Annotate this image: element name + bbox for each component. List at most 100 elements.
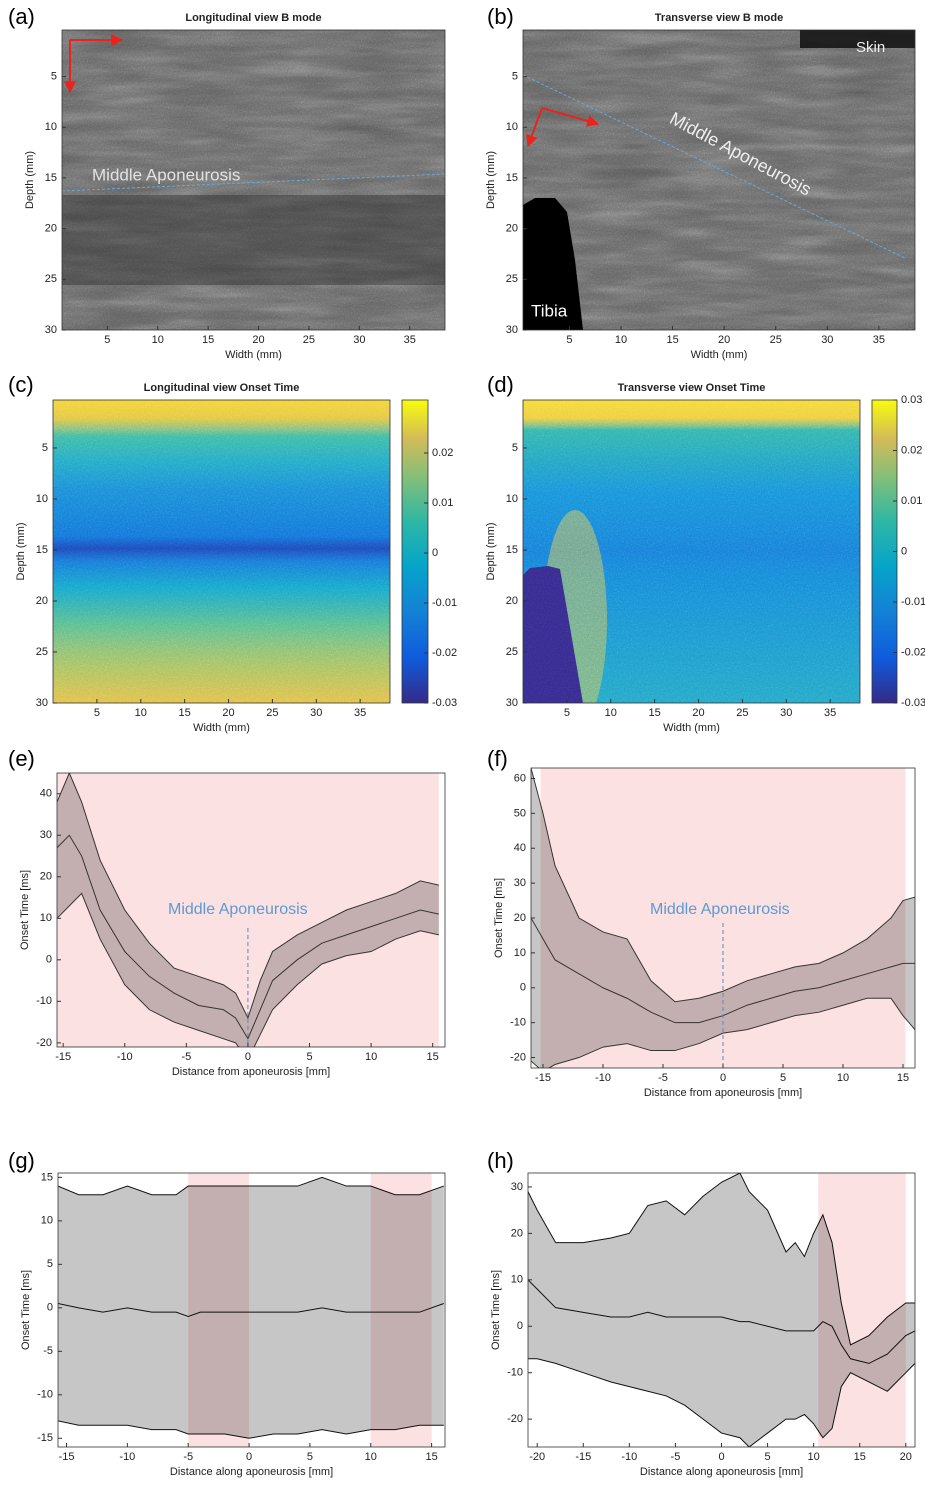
x-tick-label: 0 [720, 1072, 726, 1084]
x-tick-label: -10 [621, 1451, 637, 1463]
annotation: Skin [856, 39, 885, 56]
x-axis-label: Distance from aponeurosis [mm] [172, 1066, 330, 1078]
x-tick-label: -10 [117, 1051, 133, 1063]
x-tick-label: -15 [575, 1451, 591, 1463]
plot-area [62, 30, 445, 330]
y-tick-label: 5 [512, 71, 518, 83]
y-tick-label: 20 [514, 912, 526, 924]
aponeurosis-line [523, 74, 906, 259]
x-tick-label: 20 [252, 334, 264, 346]
y-axis-label: Onset Time [ms] [490, 1270, 502, 1350]
axes-frame [56, 772, 446, 1048]
y-tick-label: 30 [36, 697, 48, 709]
x-tick-label: 15 [649, 707, 661, 719]
x-tick-label: 5 [566, 334, 572, 346]
x-tick-label: 30 [353, 334, 365, 346]
aponeurosis-line [62, 173, 445, 192]
colorbar-tick-label: -0.01 [901, 596, 925, 608]
x-tick-label: 20 [692, 707, 704, 719]
colorbar-tick-label: 0 [901, 545, 907, 557]
x-tick-label: 35 [824, 707, 836, 719]
x-axis-label: Distance along aponeurosis [mm] [170, 1466, 333, 1478]
x-axis-label: Width (mm) [193, 722, 250, 734]
y-tick-label: 50 [514, 807, 526, 819]
y-tick-label: 30 [514, 877, 526, 889]
x-tick-label: 15 [425, 1451, 437, 1463]
x-tick-label: 10 [837, 1072, 849, 1084]
y-tick-label: 20 [511, 1227, 523, 1239]
highlight [188, 1173, 250, 1447]
y-axis-label: Onset Time [ms] [20, 1270, 32, 1350]
x-tick-label: 10 [365, 1451, 377, 1463]
chart-title: Longitudinal view Onset Time [144, 382, 300, 394]
y-tick-label: 10 [45, 121, 57, 133]
y-tick-label: 30 [506, 697, 518, 709]
y-tick-label: -10 [507, 1367, 523, 1379]
chart-title: Longitudinal view B mode [185, 12, 321, 24]
heatmap-speckle [53, 400, 390, 703]
axes-frame [57, 1172, 446, 1448]
annotation: Middle Aponeurosis [168, 901, 308, 918]
y-tick-label: 10 [511, 1274, 523, 1286]
y-tick-label: 25 [36, 646, 48, 658]
x-tick-label: 30 [310, 707, 322, 719]
colorbar-tick-label: 0.03 [901, 394, 922, 406]
x-axis-label: Width (mm) [663, 722, 720, 734]
x-axis-label: Width (mm) [225, 349, 282, 361]
y-axis-label: Onset Time [ms] [493, 878, 505, 958]
y-tick-label: 30 [45, 324, 57, 336]
x-tick-label: 5 [94, 707, 100, 719]
y-tick-label: 40 [514, 842, 526, 854]
panel-label: (e) [8, 746, 35, 771]
panel-label: (d) [487, 372, 514, 397]
y-tick-label: 20 [45, 223, 57, 235]
x-axis-label: Width (mm) [691, 349, 748, 361]
x-tick-label: 35 [404, 334, 416, 346]
colorbar-tick-label: 0.02 [432, 447, 453, 459]
x-tick-label: 30 [821, 334, 833, 346]
y-tick-label: 15 [41, 1171, 53, 1183]
y-tick-label: 20 [506, 595, 518, 607]
tibia [523, 198, 583, 330]
y-tick-label: 15 [36, 544, 48, 556]
band [58, 1177, 444, 1439]
annotation: Middle Aponeurosis [92, 165, 240, 184]
y-tick-label: 40 [40, 788, 52, 800]
x-tick-label: 30 [780, 707, 792, 719]
y-tick-label: 0 [517, 1320, 523, 1332]
ultrasound-speckle [62, 30, 445, 330]
x-tick-label: 5 [780, 1072, 786, 1084]
highlight [370, 1173, 432, 1447]
x-tick-label: 0 [245, 1051, 251, 1063]
highlight [818, 1173, 906, 1447]
y-tick-label: 10 [506, 121, 518, 133]
x-tick-label: 0 [718, 1451, 724, 1463]
x-tick-label: 15 [427, 1051, 439, 1063]
y-tick-label: 60 [514, 772, 526, 784]
x-tick-label: 25 [736, 707, 748, 719]
colorbar-tick-label: 0.01 [901, 495, 922, 507]
x-tick-label: -20 [529, 1451, 545, 1463]
y-tick-label: 30 [506, 324, 518, 336]
x-tick-label: 25 [266, 707, 278, 719]
x-tick-label: 35 [873, 334, 885, 346]
y-tick-label: 15 [506, 172, 518, 184]
x-tick-label: 25 [770, 334, 782, 346]
plot-area [531, 768, 915, 1068]
plot-area [53, 400, 390, 703]
panel-label: (b) [487, 4, 514, 29]
plot-area [523, 30, 915, 330]
x-tick-label: -10 [119, 1451, 135, 1463]
y-axis-label: Depth (mm) [485, 151, 497, 209]
y-tick-label: -20 [36, 1037, 52, 1049]
y-tick-label: 20 [40, 871, 52, 883]
x-tick-label: -15 [535, 1072, 551, 1084]
chart-title: Transverse view Onset Time [618, 382, 766, 394]
y-tick-label: 5 [512, 442, 518, 454]
y-tick-label: -20 [510, 1051, 526, 1063]
y-tick-label: -10 [36, 995, 52, 1007]
y-tick-label: 25 [45, 273, 57, 285]
highlight [540, 768, 906, 1068]
x-tick-label: 15 [897, 1072, 909, 1084]
